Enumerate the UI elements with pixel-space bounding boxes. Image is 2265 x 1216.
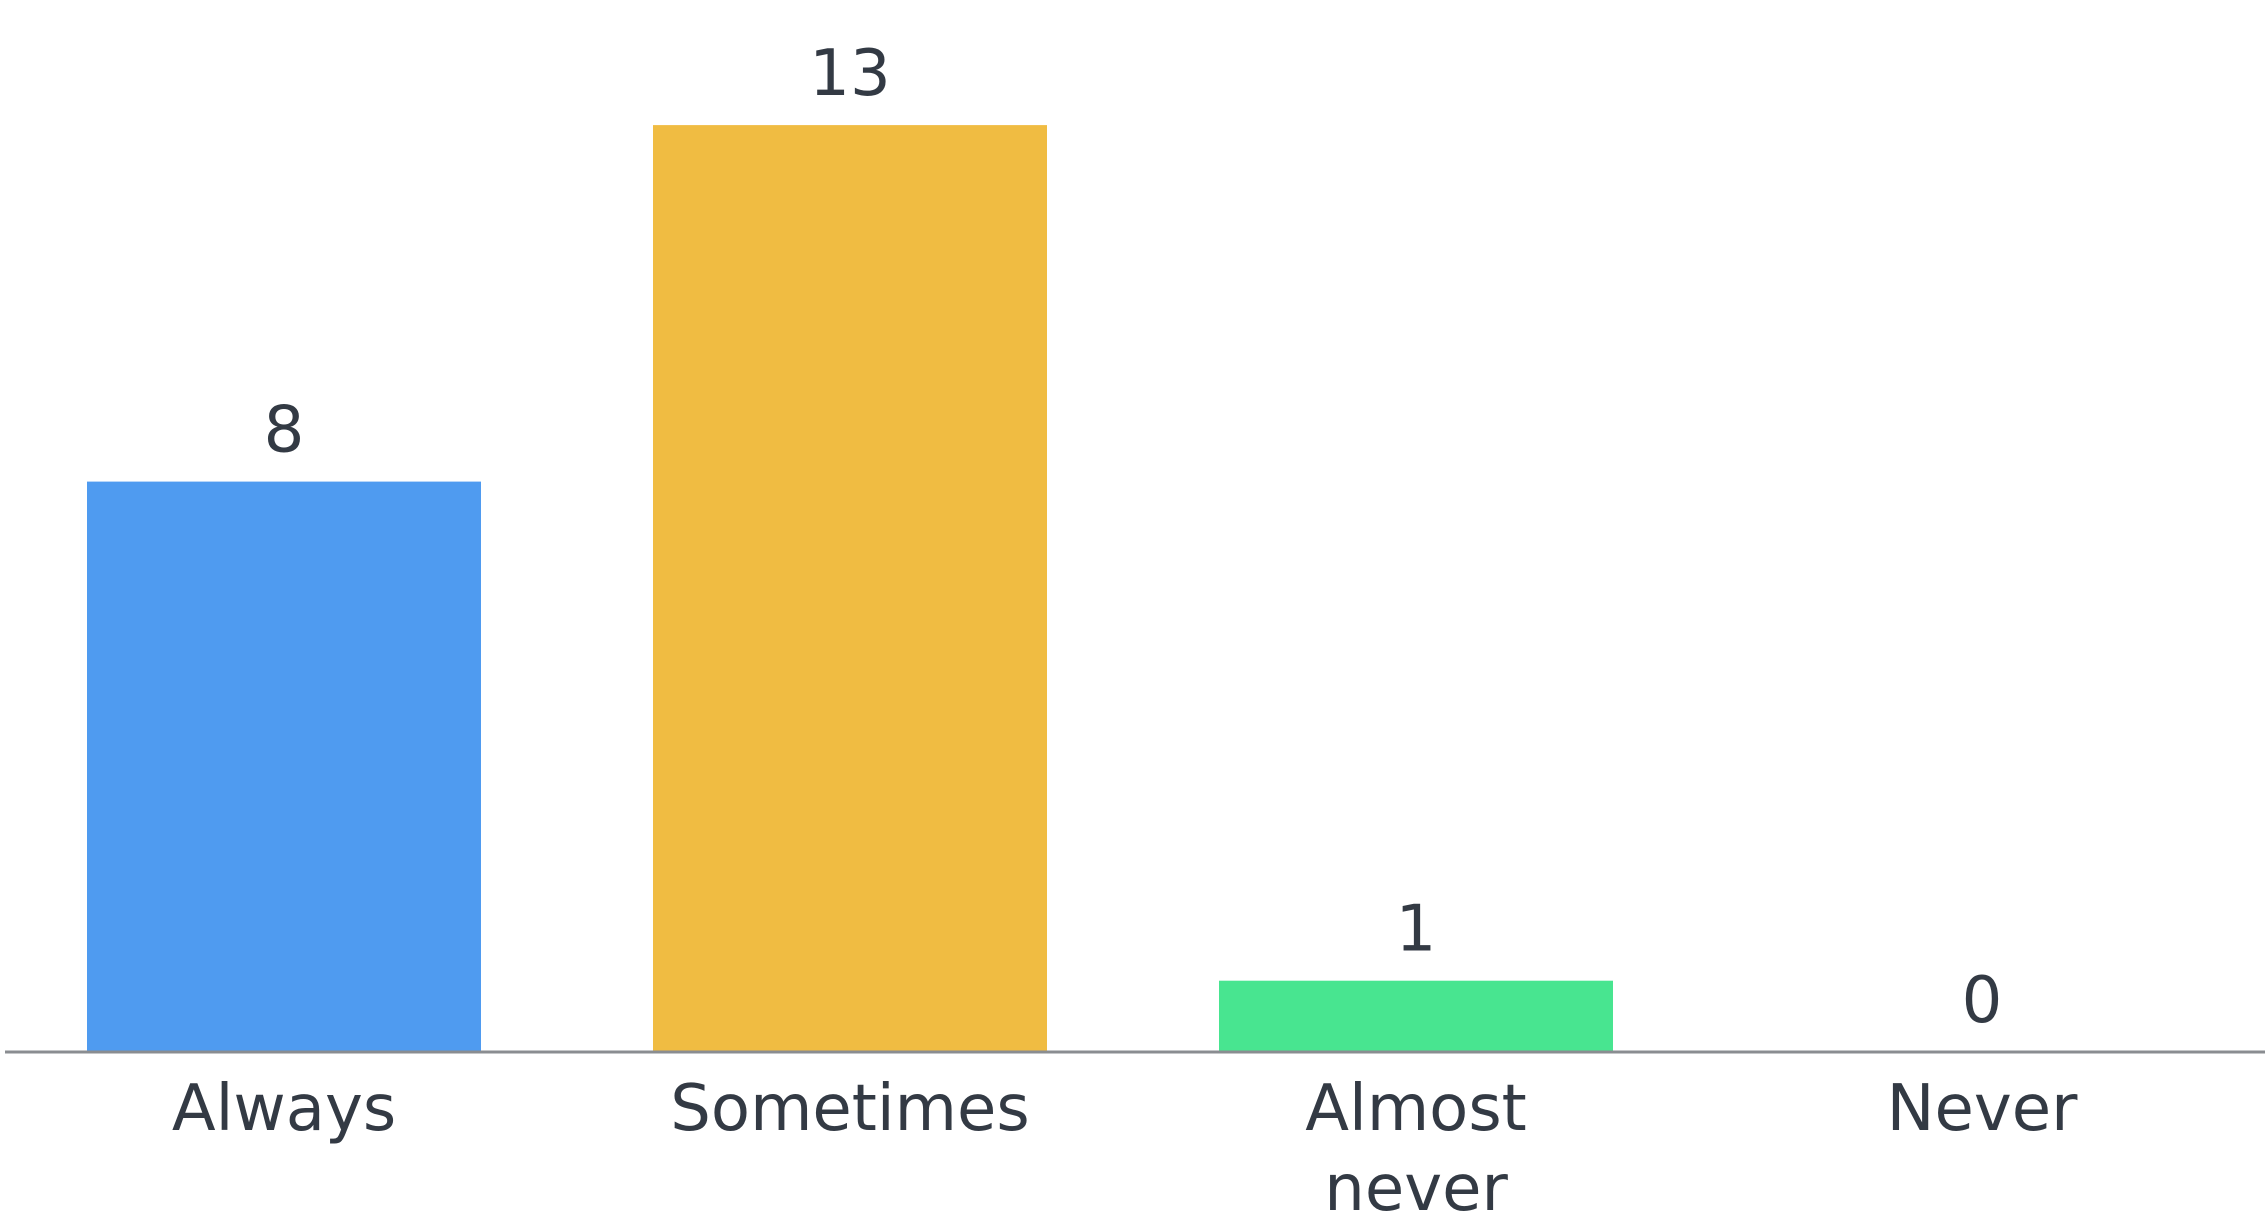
bar-sometimes — [653, 125, 1047, 1053]
x-tick-label-line: Always — [172, 1072, 396, 1146]
x-tick-label-line: never — [1324, 1152, 1508, 1216]
bar-value-almost-never: 1 — [1396, 893, 1437, 967]
bar-value-always: 8 — [264, 394, 305, 468]
x-tick-label-always: Always — [172, 1072, 396, 1146]
bar-always — [87, 481, 481, 1053]
x-tick-labels-layer: Always Sometimes Almost never Never — [172, 1072, 2078, 1216]
x-tick-label-line: Sometimes — [670, 1072, 1029, 1146]
x-tick-label-sometimes: Sometimes — [670, 1072, 1029, 1146]
bar-value-sometimes: 13 — [809, 37, 890, 111]
bars-layer — [87, 125, 1613, 1053]
x-tick-label-line: Almost — [1305, 1072, 1527, 1146]
bar-value-never: 0 — [1962, 964, 2003, 1038]
data-labels-layer: 8 13 1 0 — [264, 37, 2003, 1038]
x-tick-label-line: Never — [1887, 1072, 2079, 1146]
x-tick-label-never: Never — [1887, 1072, 2079, 1146]
x-tick-label-almost-never: Almost never — [1305, 1072, 1527, 1216]
bar-almost-never — [1219, 980, 1613, 1052]
